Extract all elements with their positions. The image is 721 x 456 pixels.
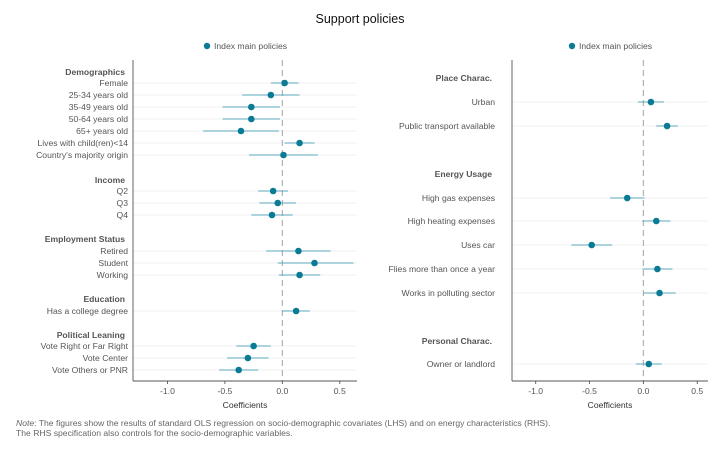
note-prefix: Note [16, 418, 35, 428]
right-x-tick-label: 0.0 [637, 386, 649, 396]
left-coef-point [248, 103, 255, 111]
right-group-header: Energy Usage [435, 169, 493, 179]
left-row-label: 35-49 years old [69, 102, 128, 112]
figure-title: Support policies [316, 12, 405, 26]
left-row-label: Vote Right or Far Right [41, 341, 129, 351]
right-row-label: High gas expenses [422, 193, 495, 203]
left-coef-point [269, 187, 277, 195]
left-group-header: Income [95, 175, 125, 185]
left-row-label: Country's majority origin [36, 150, 128, 160]
left-row-label: Vote Center [83, 353, 129, 363]
left-x-axis-title: Coefficients [223, 400, 268, 410]
right-row-label: Owner or landlord [427, 359, 496, 369]
note-line-2: The RHS specification also controls for … [16, 428, 293, 438]
right-coef-point [588, 241, 595, 249]
left-row-label: Lives with child(ren)<14 [37, 138, 128, 148]
right-group-header: Personal Charac. [422, 336, 492, 346]
left-row-label: Q2 [117, 186, 129, 196]
right-x-tick-label: -1.0 [528, 386, 543, 396]
right-coef-point [654, 265, 661, 273]
left-row-label: Female [99, 78, 128, 88]
left-x-tick-label: -1.0 [160, 386, 175, 396]
left-coef-point [235, 366, 242, 374]
right-coef-point [645, 360, 653, 368]
right-row-label: High heating expenses [408, 216, 495, 226]
left-row-label: Working [97, 270, 129, 280]
left-group-header: Education [83, 294, 125, 304]
left-coef-point [268, 211, 276, 219]
left-coef-point [295, 247, 302, 255]
left-group-header: Employment Status [45, 234, 125, 244]
right-x-tick-label: -0.5 [582, 386, 597, 396]
right-x-axis-title: Coefficients [588, 400, 633, 410]
left-coef-point [250, 342, 257, 350]
right-row-label: Urban [472, 97, 496, 107]
figure-note: Note: The figures show the results of st… [16, 418, 550, 438]
left-row-label: Q4 [117, 210, 129, 220]
right-row-label: Flies more than once a year [388, 264, 495, 274]
left-row-label: Student [98, 258, 128, 268]
left-x-tick-label: 0.0 [276, 386, 288, 396]
left-coef-point [311, 259, 318, 267]
left-coef-point [267, 91, 275, 99]
right-coef-point [653, 217, 660, 225]
right-legend-marker [568, 42, 576, 50]
left-legend-label: Index main policies [214, 41, 287, 51]
left-coef-point [237, 127, 245, 135]
right-coef-point [663, 122, 671, 130]
left-panel: Index main policies -1.0 -0.5 0.0 0.5 Coeffic… [36, 41, 357, 410]
right-coef-point [647, 98, 655, 106]
right-panel: Index main policies -1.0 -0.5 0.0 0.5 Coeffic… [388, 41, 708, 410]
left-coef-point [274, 199, 282, 207]
left-x-tick-label: 0.5 [334, 386, 346, 396]
left-coef-point [292, 307, 300, 315]
right-legend: Index main policies [568, 41, 652, 51]
left-coef-point [244, 354, 252, 362]
left-coef-point [280, 151, 287, 159]
left-group-header: Demographics [65, 67, 125, 77]
left-legend: Index main policies [203, 41, 287, 51]
right-coef-point [623, 194, 631, 202]
right-x-tick-label: 0.5 [691, 386, 703, 396]
left-row-label: Retired [100, 246, 128, 256]
right-coef-point [656, 289, 663, 297]
left-group-header: Political Leaning [57, 330, 125, 340]
left-coef-point [296, 139, 303, 147]
left-row-label: 65+ years old [76, 126, 128, 136]
right-row-label: Uses car [461, 240, 495, 250]
left-row-label: 25-34 years old [69, 90, 128, 100]
left-row-label: 50-64 years old [69, 114, 128, 124]
right-row-label: Works in polluting sector [402, 288, 496, 298]
left-row-label: Q3 [117, 198, 129, 208]
left-coef-point [248, 115, 255, 123]
right-group-header: Place Charac. [436, 73, 492, 83]
left-row-label: Has a college degree [47, 306, 128, 316]
left-legend-marker [203, 42, 211, 50]
left-coef-point [281, 79, 288, 87]
note-line-1: : The figures show the results of standa… [34, 418, 551, 428]
left-coef-point [296, 271, 303, 279]
left-row-label: Vote Others or PNR [52, 365, 128, 375]
right-row-label: Public transport available [399, 121, 495, 131]
right-legend-label: Index main policies [579, 41, 652, 51]
left-x-tick-label: -0.5 [217, 386, 232, 396]
